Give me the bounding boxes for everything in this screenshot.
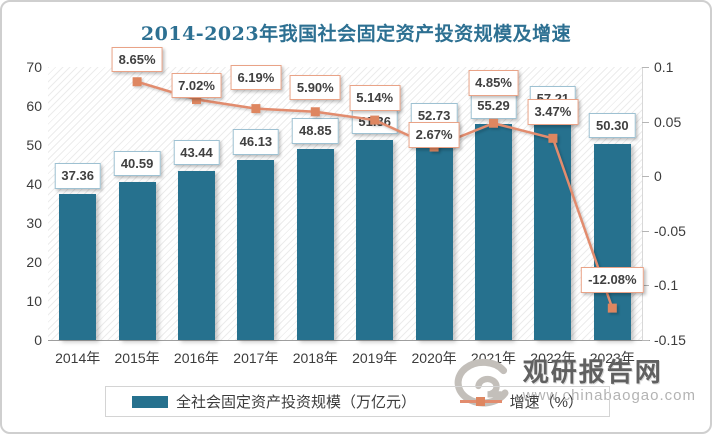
line-marker (310, 107, 320, 117)
bar (356, 139, 394, 340)
line-marker (607, 303, 617, 313)
secondary-y-axis-line (642, 67, 643, 340)
x-axis-tick-label: 2019年 (352, 350, 398, 366)
secondary-y-axis-tick-label: -0.1 (654, 277, 679, 294)
line-value-label: 3.47% (527, 99, 579, 125)
secondary-y-axis-tick-label: 0 (654, 168, 662, 185)
secondary-y-axis-tick-label: 0.05 (654, 113, 682, 130)
legend-label-growth-rate: 增速（%） (509, 394, 583, 411)
y-axis-tick-label: 70 (26, 59, 42, 75)
x-axis-tick-label: 2020年 (411, 350, 457, 366)
x-axis-tick-label: 2016年 (173, 350, 220, 366)
x-axis-tick-label: 2022年 (530, 350, 576, 366)
bar (237, 160, 275, 340)
line-marker-swatch-icon (475, 397, 485, 406)
legend-item-growth-rate: 增速（%） (459, 391, 583, 412)
secondary-y-axis-tick-mark (642, 340, 649, 341)
y-axis-tick-label: 50 (26, 137, 42, 153)
bar (534, 116, 572, 340)
line-marker (132, 77, 142, 87)
bar-series-swatch-icon (132, 395, 168, 408)
secondary-y-axis-tick-mark (642, 121, 649, 123)
line-value-label: 5.90% (289, 74, 341, 101)
x-axis-tick-label: 2018年 (292, 350, 338, 366)
secondary-y-axis-tick-label: 0.1 (654, 59, 674, 75)
bar-value-label: 50.30 (589, 112, 636, 139)
x-axis-tick-label: 2023年 (589, 350, 635, 366)
watermark-site-url: www.chinabaogao.com (522, 386, 696, 404)
bar (415, 134, 453, 340)
legend-item-investment-scale: 全社会固定资产投资规模（万亿元） (132, 391, 416, 412)
line-value-label: 7.02% (171, 72, 222, 99)
secondary-y-axis-tick-mark (642, 230, 649, 232)
line-value-label: 4.85% (468, 70, 519, 96)
bar (475, 124, 512, 340)
bar (118, 181, 156, 340)
bar-value-label: 37.36 (54, 163, 101, 189)
line-marker (548, 133, 558, 143)
chart-title: 2014-2023年我国社会固定资产投资规模及增速 (140, 23, 572, 45)
legend-label-investment-scale: 全社会固定资产投资规模（万亿元） (176, 394, 417, 411)
line-value-label: 6.19% (230, 64, 282, 91)
x-axis-tick-label: 2017年 (233, 350, 279, 366)
line-marker (251, 104, 261, 114)
y-axis-tick-label: 40 (26, 176, 42, 192)
line-marker (489, 118, 498, 128)
secondary-y-axis-tick-label: -0.05 (654, 222, 686, 239)
x-axis-line (48, 340, 650, 341)
watermark: 观研报告网 www.chinabaogao.com (447, 358, 696, 414)
secondary-y-axis-tick-mark (642, 67, 649, 68)
bar-value-label: 48.85 (292, 118, 339, 145)
x-axis-tick-label: 2014年 (55, 350, 101, 366)
bar-value-label: 51.36 (351, 108, 398, 135)
secondary-y-axis-tick-mark (642, 176, 649, 178)
bar-value-label: 55.29 (470, 93, 517, 119)
bar-value-label: 43.44 (173, 139, 220, 166)
y-axis-tick-label: 10 (26, 293, 42, 309)
bar (59, 194, 97, 340)
y-axis-tick-label: 20 (26, 254, 42, 270)
secondary-y-axis-tick-label: -0.15 (654, 332, 686, 348)
line-marker (192, 95, 201, 105)
bar (178, 170, 215, 340)
x-axis-tick-label: 2015年 (114, 350, 160, 366)
line-marker (370, 115, 380, 125)
legend: 全社会固定资产投资规模（万亿元） 增速（%） (105, 386, 610, 417)
line-series-swatch-icon (459, 397, 502, 406)
line-value-label: 2.67% (408, 122, 460, 148)
y-axis-tick-label: 0 (34, 332, 42, 348)
line-value-label: 8.65% (111, 46, 163, 73)
bar (296, 149, 334, 340)
line-value-label: 5.14% (349, 85, 401, 111)
y-axis-tick-label: 60 (26, 98, 42, 114)
y-axis-tick-label: 30 (26, 215, 42, 231)
bar-value-label: 40.59 (113, 150, 161, 177)
watermark-text: 观研报告网 www.chinabaogao.com (523, 358, 696, 405)
watermark-site-name: 观研报告网 (522, 357, 663, 387)
line-value-label: -12.08% (581, 267, 644, 293)
secondary-y-axis-tick-mark (642, 285, 649, 287)
bar-value-label: 46.13 (232, 129, 280, 155)
